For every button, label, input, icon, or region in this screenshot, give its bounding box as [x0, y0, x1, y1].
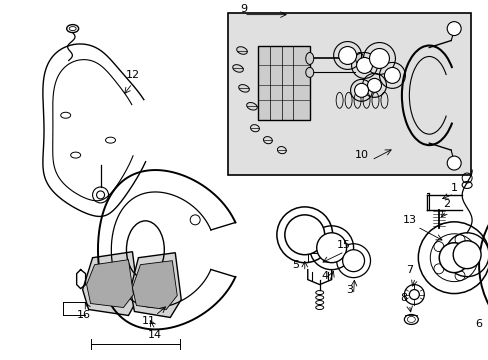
Circle shape: [384, 67, 400, 84]
Circle shape: [447, 156, 460, 170]
Ellipse shape: [238, 85, 249, 92]
Circle shape: [452, 241, 480, 269]
Ellipse shape: [66, 24, 79, 32]
Circle shape: [369, 49, 388, 68]
Text: 5: 5: [292, 260, 299, 270]
Text: 13: 13: [402, 215, 415, 225]
Circle shape: [438, 243, 468, 273]
Text: 3: 3: [346, 284, 352, 294]
Circle shape: [354, 84, 368, 97]
Text: 4: 4: [321, 271, 327, 281]
Text: 11: 11: [141, 316, 155, 327]
Ellipse shape: [232, 65, 243, 72]
Polygon shape: [130, 253, 181, 318]
Circle shape: [285, 215, 324, 255]
Circle shape: [408, 289, 419, 300]
Bar: [258, 45, 309, 120]
Text: 12: 12: [125, 71, 139, 80]
Text: 8: 8: [399, 293, 406, 302]
Circle shape: [356, 58, 372, 73]
Text: 10: 10: [354, 150, 368, 160]
Ellipse shape: [305, 53, 313, 64]
Circle shape: [316, 233, 346, 263]
Circle shape: [96, 191, 104, 199]
Ellipse shape: [305, 67, 313, 77]
Text: 6: 6: [475, 319, 482, 329]
Ellipse shape: [236, 47, 247, 54]
Text: 14: 14: [148, 330, 162, 341]
Circle shape: [447, 22, 460, 36]
Text: 16: 16: [77, 310, 90, 320]
Polygon shape: [86, 260, 133, 307]
Ellipse shape: [355, 53, 363, 64]
Polygon shape: [82, 252, 138, 315]
Text: 9: 9: [240, 4, 247, 14]
Polygon shape: [132, 261, 177, 310]
Ellipse shape: [246, 103, 257, 110]
Circle shape: [338, 46, 356, 64]
Bar: [227, 13, 470, 175]
Text: 7: 7: [405, 265, 412, 275]
Circle shape: [342, 250, 364, 272]
Text: 1: 1: [450, 183, 457, 193]
Text: 15: 15: [336, 240, 350, 250]
Text: 2: 2: [442, 199, 449, 209]
Circle shape: [367, 78, 381, 92]
